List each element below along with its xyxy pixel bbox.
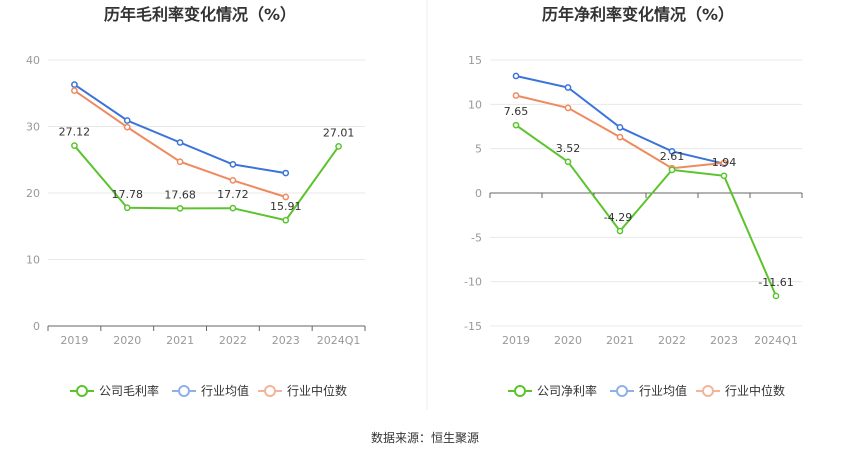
data-point-company xyxy=(564,158,572,166)
x-tick-label: 2022 xyxy=(219,334,247,347)
data-point-industry_avg xyxy=(668,147,676,155)
data-point-industry_median xyxy=(229,177,237,184)
data-point-industry_avg xyxy=(123,117,131,124)
data-point-company xyxy=(229,204,237,212)
series-line-company xyxy=(515,124,777,297)
y-tick-label: -15 xyxy=(464,320,482,333)
y-tick-label: 10 xyxy=(26,254,40,267)
chart-panel-2: 历年净利率变化情况（%） -15 -10 -5 0 5 10 15 2019 2020 2021 20… xyxy=(464,5,803,398)
x-tick-label: 2021 xyxy=(606,334,634,347)
data-label: 17.72 xyxy=(217,188,249,201)
x-tick-label: 2020 xyxy=(554,334,582,347)
legend-item-industry_avg: 行业均值 xyxy=(172,383,249,398)
data-point-company xyxy=(720,172,728,180)
data-point-industry_median xyxy=(282,193,290,201)
x-tick-label: 2024Q1 xyxy=(754,334,798,347)
chart-panel-1: 历年毛利率变化情况（%） 0 10 20 30 40 2019 2020 2021 2022 202… xyxy=(26,5,366,398)
x-tick-label: 2024Q1 xyxy=(317,334,361,347)
chart-title: 历年毛利率变化情况（%） xyxy=(104,5,296,24)
legend-item-company: 公司毛利率 xyxy=(70,383,159,398)
data-point-company xyxy=(335,143,342,150)
data-point-company xyxy=(123,204,131,212)
data-point-company xyxy=(512,121,520,129)
legend-swatch-marker xyxy=(76,385,88,397)
data-point-industry_median xyxy=(512,92,520,99)
data-point-industry_median xyxy=(176,158,184,166)
legend-label: 行业均值 xyxy=(201,383,249,398)
legend-item-company: 公司净利率 xyxy=(508,383,597,398)
series-line-company xyxy=(73,145,340,222)
data-label: 1.94 xyxy=(712,156,737,169)
legend-swatch-marker xyxy=(178,385,190,397)
legend-item-industry_median: 行业中位数 xyxy=(696,383,785,398)
y-tick-label: -5 xyxy=(471,231,482,244)
data-point-industry_median xyxy=(616,133,624,141)
x-tick-label: 2020 xyxy=(113,334,141,347)
x-tick-label: 2023 xyxy=(710,334,738,347)
data-point-industry_avg xyxy=(512,72,520,80)
series-line-industry_avg xyxy=(515,75,725,165)
data-point-industry_avg xyxy=(229,161,237,168)
y-tick-label: 0 xyxy=(33,320,40,333)
legend-swatch-marker xyxy=(264,385,276,397)
data-point-company xyxy=(668,166,676,174)
data-point-company xyxy=(71,142,78,150)
x-tick-label: 2019 xyxy=(502,334,530,347)
legend-label: 行业中位数 xyxy=(725,383,785,398)
x-tick-label: 2022 xyxy=(658,334,686,347)
data-point-company xyxy=(282,216,290,224)
y-tick-label: 40 xyxy=(26,54,40,67)
data-label: 17.68 xyxy=(164,188,196,201)
legend-label: 公司毛利率 xyxy=(99,383,159,398)
y-tick-label: 10 xyxy=(468,98,482,111)
data-label: 17.78 xyxy=(112,188,144,201)
x-tick-label: 2019 xyxy=(60,334,88,347)
data-label: -11.61 xyxy=(758,276,793,289)
legend-item-industry_avg: 行业均值 xyxy=(610,383,687,398)
source-note: 数据来源：恒生聚源 xyxy=(371,430,479,445)
legend-swatch-marker xyxy=(616,385,628,397)
data-point-industry_avg xyxy=(282,169,290,177)
legend-label: 公司净利率 xyxy=(537,383,597,398)
data-label: 15.91 xyxy=(270,200,302,213)
data-label: -4.29 xyxy=(604,211,632,224)
data-point-company xyxy=(772,292,780,300)
x-tick-label: 2021 xyxy=(166,334,194,347)
data-point-industry_median xyxy=(71,87,78,94)
data-label: 3.52 xyxy=(556,142,581,155)
data-label: 27.01 xyxy=(323,126,355,139)
legend-label: 行业均值 xyxy=(639,383,687,398)
legend-item-industry_median: 行业中位数 xyxy=(258,383,347,398)
data-point-industry_avg xyxy=(616,124,624,131)
data-point-company xyxy=(616,227,624,235)
legend-swatch-marker xyxy=(702,385,714,397)
data-point-industry_median xyxy=(123,123,131,131)
y-tick-label: 5 xyxy=(475,143,482,156)
chart-title: 历年净利率变化情况（%） xyxy=(542,5,734,24)
legend-swatch-marker xyxy=(514,385,526,397)
data-label: 27.12 xyxy=(59,126,91,139)
y-tick-label: 20 xyxy=(26,187,40,200)
data-label: 2.61 xyxy=(660,150,685,163)
data-label: 7.65 xyxy=(504,105,529,118)
y-tick-label: 0 xyxy=(475,187,482,200)
data-point-industry_avg xyxy=(176,139,184,146)
data-point-company xyxy=(176,205,184,212)
legend-label: 行业中位数 xyxy=(287,383,347,398)
data-point-industry_median xyxy=(720,159,728,167)
series-line-industry_median xyxy=(515,94,725,170)
data-point-industry_avg xyxy=(71,81,78,88)
y-tick-label: 15 xyxy=(468,54,482,67)
data-point-industry_avg xyxy=(564,84,572,91)
data-point-industry_median xyxy=(564,104,572,112)
x-tick-label: 2023 xyxy=(272,334,300,347)
y-tick-label: -10 xyxy=(464,276,482,289)
y-tick-label: 30 xyxy=(26,121,40,134)
